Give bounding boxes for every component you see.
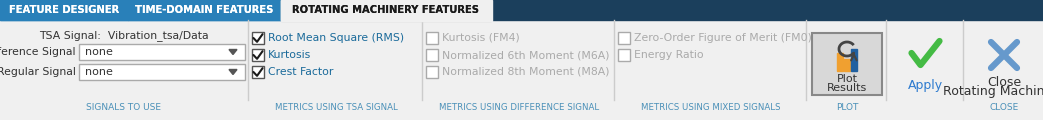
Text: FEATURE DESIGNER: FEATURE DESIGNER bbox=[9, 5, 119, 15]
Text: SIGNALS TO USE: SIGNALS TO USE bbox=[87, 103, 162, 113]
Bar bbox=[252, 32, 264, 44]
Bar bbox=[128, 0, 281, 20]
Bar bbox=[281, 0, 491, 21]
Text: METRICS USING DIFFERENCE SIGNAL: METRICS USING DIFFERENCE SIGNAL bbox=[439, 103, 599, 113]
Bar bbox=[426, 32, 438, 44]
Text: Kurtosis: Kurtosis bbox=[268, 50, 311, 60]
Text: TIME-DOMAIN FEATURES: TIME-DOMAIN FEATURES bbox=[136, 5, 273, 15]
Text: METRICS USING MIXED SIGNALS: METRICS USING MIXED SIGNALS bbox=[641, 103, 781, 113]
Bar bbox=[0, 0, 128, 20]
Text: Results: Results bbox=[827, 83, 867, 93]
Text: PLOT: PLOT bbox=[835, 103, 858, 113]
Text: CLOSE: CLOSE bbox=[990, 103, 1019, 113]
Text: METRICS USING TSA SIGNAL: METRICS USING TSA SIGNAL bbox=[274, 103, 397, 113]
Bar bbox=[491, 0, 1043, 20]
Bar bbox=[851, 49, 857, 71]
Bar bbox=[281, 0, 492, 21]
Text: TIME-DOMAIN FEATURES: TIME-DOMAIN FEATURES bbox=[136, 5, 273, 15]
Text: Regular Signal: Regular Signal bbox=[0, 67, 76, 77]
Text: Normalized 6th Moment (M6A): Normalized 6th Moment (M6A) bbox=[442, 50, 609, 60]
Text: none: none bbox=[84, 47, 113, 57]
Bar bbox=[79, 44, 245, 60]
Polygon shape bbox=[229, 49, 237, 54]
Bar bbox=[426, 49, 438, 61]
Text: Difference Signal: Difference Signal bbox=[0, 47, 76, 57]
Text: none: none bbox=[84, 67, 113, 77]
Bar bbox=[426, 66, 438, 78]
Bar bbox=[252, 49, 264, 61]
Text: Normalized 8th Moment (M8A): Normalized 8th Moment (M8A) bbox=[442, 67, 609, 77]
Text: Energy Ratio: Energy Ratio bbox=[634, 50, 704, 60]
Text: ROTATING MACHINERY FEATURES: ROTATING MACHINERY FEATURES bbox=[292, 5, 480, 15]
Bar bbox=[618, 32, 630, 44]
Text: Kurtosis (FM4): Kurtosis (FM4) bbox=[442, 33, 519, 43]
Text: Apply: Apply bbox=[908, 78, 943, 91]
Text: FEATURE DESIGNER: FEATURE DESIGNER bbox=[9, 5, 119, 15]
Bar bbox=[836, 53, 843, 71]
Text: Close: Close bbox=[987, 75, 1021, 89]
Bar bbox=[128, 0, 281, 20]
Bar bbox=[812, 33, 882, 95]
Bar bbox=[0, 0, 128, 20]
Bar bbox=[281, 0, 491, 20]
Bar bbox=[252, 66, 264, 78]
Bar bbox=[844, 59, 850, 71]
Text: Rotating Machinery: Rotating Machinery bbox=[943, 85, 1043, 99]
Text: TSA Signal:  Vibration_tsa/Data: TSA Signal: Vibration_tsa/Data bbox=[40, 31, 209, 41]
Bar bbox=[79, 64, 245, 80]
Text: Zero-Order Figure of Merit (FM0): Zero-Order Figure of Merit (FM0) bbox=[634, 33, 811, 43]
Text: Plot: Plot bbox=[836, 74, 857, 84]
Text: Crest Factor: Crest Factor bbox=[268, 67, 334, 77]
Bar bbox=[618, 49, 630, 61]
Text: ROTATING MACHINERY FEATURES: ROTATING MACHINERY FEATURES bbox=[292, 5, 480, 15]
Bar bbox=[281, 0, 491, 20]
Text: Root Mean Square (RMS): Root Mean Square (RMS) bbox=[268, 33, 404, 43]
Polygon shape bbox=[229, 69, 237, 75]
